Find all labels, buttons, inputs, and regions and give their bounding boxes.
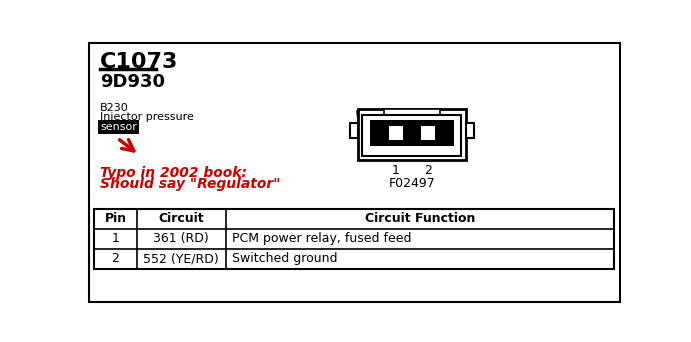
- Text: Injector pressure: Injector pressure: [100, 112, 194, 122]
- Text: 1: 1: [111, 233, 120, 246]
- Bar: [388, 126, 403, 140]
- Text: Pin: Pin: [104, 212, 126, 225]
- Text: 2: 2: [111, 252, 120, 265]
- Text: 1: 1: [392, 164, 399, 177]
- Text: 2: 2: [424, 164, 432, 177]
- Bar: [350, 123, 358, 138]
- Text: 9D930: 9D930: [100, 74, 165, 91]
- Bar: [370, 120, 454, 146]
- Bar: [384, 109, 439, 115]
- Bar: [362, 115, 462, 156]
- Text: Circuit: Circuit: [158, 212, 204, 225]
- Text: 361 (RD): 361 (RD): [153, 233, 209, 246]
- Text: Circuit Function: Circuit Function: [365, 212, 475, 225]
- Text: sensor: sensor: [100, 122, 138, 132]
- Text: 552 (YE/RD): 552 (YE/RD): [144, 252, 219, 265]
- Text: PCM power relay, fused feed: PCM power relay, fused feed: [232, 233, 412, 246]
- Bar: [422, 126, 435, 140]
- Text: F02497: F02497: [388, 177, 435, 190]
- Text: Should say "Regulator": Should say "Regulator": [100, 177, 281, 191]
- Text: B230: B230: [100, 103, 129, 113]
- Text: Typo in 2002 book:: Typo in 2002 book:: [100, 166, 247, 180]
- Bar: [358, 109, 466, 160]
- Bar: [466, 123, 474, 138]
- Text: C1073: C1073: [100, 52, 179, 72]
- Bar: [94, 209, 614, 269]
- Text: Switched ground: Switched ground: [232, 252, 338, 265]
